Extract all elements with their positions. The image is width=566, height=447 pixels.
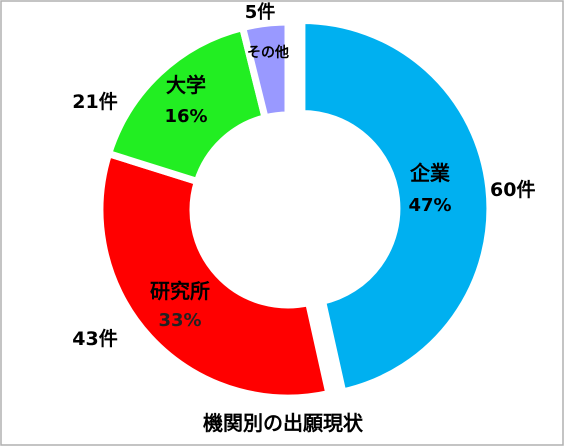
percent-label-research-institute: 33% [158,310,201,331]
count-label-research-institute: 43件 [72,327,117,350]
count-label-company: 60件 [490,178,535,201]
slices-group [96,16,494,402]
name-label-university: 大学 [166,73,206,97]
count-label-other: 5件 [245,1,276,23]
name-label-company: 企業 [409,161,451,185]
name-label-research-institute: 研究所 [150,279,210,303]
name-label-other: その他 [247,44,289,61]
percent-label-university: 16% [164,106,207,127]
slice-research-institute [96,149,334,402]
chart-title: 機関別の出願現状 [203,411,364,435]
slice-company [298,16,494,397]
slice-university [104,23,270,186]
percent-label-company: 47% [408,195,451,216]
count-label-university: 21件 [72,90,117,113]
slice-other [238,18,292,123]
